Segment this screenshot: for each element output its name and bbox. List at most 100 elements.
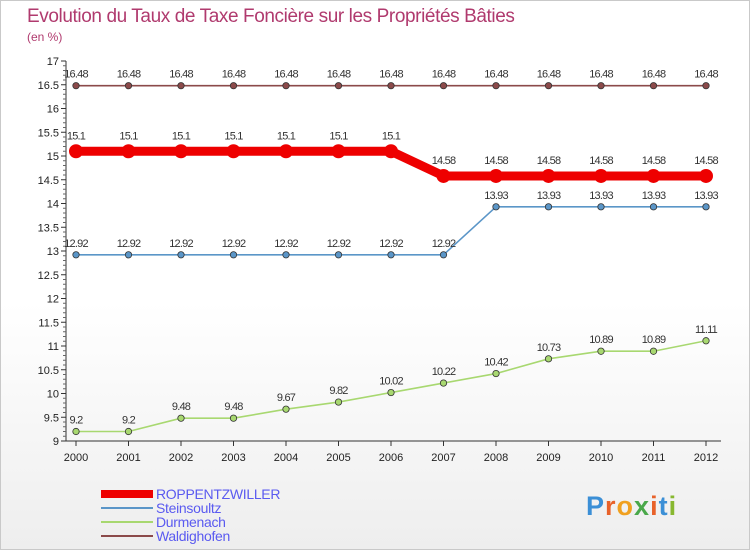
data-point-roppentzwiller: [541, 168, 556, 183]
data-label-steinsoultz: 12.92: [169, 238, 193, 250]
y-tick-label: 10.5: [38, 365, 59, 377]
data-label-waldighofen: 16.48: [379, 69, 403, 81]
data-point-waldighofen: [492, 82, 500, 90]
data-label-durmenach: 9.82: [329, 385, 348, 397]
x-tick-label: 2007: [431, 452, 455, 464]
legend-swatch: [101, 490, 153, 498]
data-label-roppentzwiller: 14.58: [589, 155, 613, 167]
data-point-durmenach: [439, 379, 448, 387]
x-tick-label: 2005: [326, 452, 350, 464]
legend-swatch: [101, 521, 153, 523]
data-point-waldighofen: [649, 82, 658, 90]
brand-letter: t: [658, 491, 669, 521]
brand-letter: r: [605, 491, 617, 521]
legend-label: Waldighofen: [156, 528, 231, 544]
data-point-durmenach: [702, 337, 710, 345]
data-point-roppentzwiller: [699, 168, 713, 183]
data-label-steinsoultz: 13.93: [484, 190, 508, 202]
y-tick-label: 11.5: [38, 317, 59, 329]
data-label-waldighofen: 16.48: [222, 69, 246, 81]
data-label-waldighofen: 16.48: [117, 69, 141, 81]
data-label-durmenach: 10.02: [379, 376, 403, 388]
data-label-durmenach: 10.42: [484, 357, 508, 369]
data-point-steinsoultz: [492, 203, 500, 211]
data-point-waldighofen: [387, 82, 395, 90]
data-point-waldighofen: [439, 82, 448, 90]
data-label-steinsoultz: 13.93: [694, 190, 718, 202]
data-point-steinsoultz: [702, 203, 710, 211]
x-tick-label: 2000: [64, 452, 88, 464]
data-label-waldighofen: 16.48: [642, 69, 666, 81]
data-point-waldighofen: [597, 82, 605, 90]
data-point-roppentzwiller: [331, 144, 346, 159]
data-label-steinsoultz: 12.92: [64, 238, 88, 250]
data-label-steinsoultz: 12.92: [379, 238, 403, 250]
x-tick-label: 2006: [379, 452, 403, 464]
data-label-steinsoultz: 12.92: [222, 238, 246, 250]
y-tick-label: 15: [47, 151, 59, 163]
x-tick-label: 2009: [536, 452, 560, 464]
data-label-waldighofen: 16.48: [589, 69, 613, 81]
data-point-waldighofen: [702, 82, 710, 90]
data-label-durmenach: 10.22: [432, 366, 456, 378]
data-point-roppentzwiller: [279, 144, 293, 159]
x-tick-label: 2011: [642, 452, 666, 464]
chart-title: Evolution du Taux de Taxe Foncière sur l…: [27, 6, 515, 27]
x-tick-label: 2008: [484, 452, 508, 464]
legend-swatch: [101, 507, 153, 509]
data-point-waldighofen: [177, 82, 185, 90]
y-tick-label: 14: [47, 199, 59, 211]
data-label-steinsoultz: 12.92: [327, 238, 351, 250]
data-label-durmenach: 9.48: [224, 401, 243, 413]
data-label-durmenach: 9.2: [70, 415, 84, 427]
data-label-roppentzwiller: 15.1: [67, 130, 86, 142]
data-label-durmenach: 10.73: [537, 342, 561, 354]
data-label-waldighofen: 16.48: [274, 69, 298, 81]
data-point-steinsoultz: [72, 251, 80, 259]
data-label-durmenach: 11.11: [695, 324, 718, 336]
data-point-durmenach: [177, 414, 185, 422]
data-label-roppentzwiller: 14.58: [537, 155, 561, 167]
data-point-durmenach: [492, 369, 500, 378]
data-point-steinsoultz: [124, 251, 133, 259]
data-label-roppentzwiller: 14.58: [694, 155, 718, 167]
data-label-waldighofen: 16.48: [432, 69, 456, 81]
data-label-waldighofen: 16.48: [327, 69, 351, 81]
data-label-steinsoultz: 13.93: [537, 190, 561, 202]
data-point-durmenach: [334, 398, 343, 406]
data-point-durmenach: [282, 405, 290, 413]
data-point-steinsoultz: [649, 203, 658, 211]
data-label-steinsoultz: 12.92: [117, 238, 141, 250]
data-point-steinsoultz: [282, 251, 290, 259]
y-tick-label: 12: [47, 294, 59, 306]
y-tick-label: 12.5: [38, 270, 59, 282]
data-point-durmenach: [649, 347, 658, 355]
data-point-waldighofen: [282, 82, 290, 90]
data-point-waldighofen: [229, 82, 238, 90]
data-label-steinsoultz: 13.93: [642, 190, 666, 202]
data-label-waldighofen: 16.48: [169, 69, 193, 81]
data-label-waldighofen: 16.48: [537, 69, 561, 81]
y-tick-label: 9.5: [44, 412, 59, 424]
data-label-roppentzwiller: 15.1: [277, 130, 296, 142]
data-point-steinsoultz: [387, 251, 395, 259]
data-point-roppentzwiller: [594, 168, 608, 183]
data-label-durmenach: 10.89: [642, 334, 666, 346]
x-tick-label: 2003: [221, 452, 245, 464]
data-point-steinsoultz: [229, 251, 238, 259]
data-label-durmenach: 9.67: [277, 392, 296, 404]
data-label-roppentzwiller: 14.58: [642, 155, 666, 167]
data-point-waldighofen: [124, 82, 133, 90]
data-label-durmenach: 9.2: [122, 415, 136, 427]
brand-logo: Proxiti: [586, 491, 677, 522]
y-tick-label: 13: [47, 246, 59, 258]
data-point-durmenach: [229, 414, 238, 422]
y-tick-label: 11: [48, 341, 59, 353]
data-point-roppentzwiller: [384, 144, 398, 159]
brand-letter: o: [616, 491, 635, 521]
data-label-steinsoultz: 13.93: [589, 190, 613, 202]
data-point-roppentzwiller: [226, 144, 241, 159]
brand-letter: P: [586, 491, 606, 521]
data-label-durmenach: 10.89: [589, 334, 613, 346]
brand-letter: i: [668, 491, 678, 521]
